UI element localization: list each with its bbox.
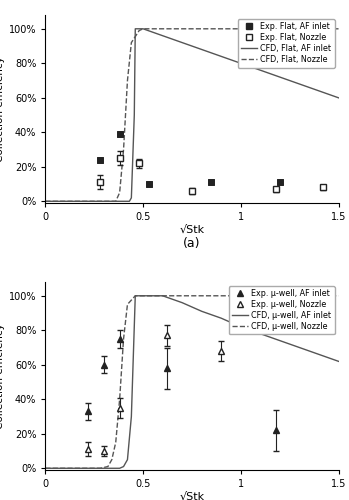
Y-axis label: Collection efficiency: Collection efficiency [0, 323, 5, 429]
X-axis label: √Stk: √Stk [179, 492, 205, 500]
Y-axis label: Collection efficiency: Collection efficiency [0, 56, 5, 162]
Point [277, 178, 283, 186]
Point [97, 156, 103, 164]
Point [209, 178, 214, 186]
Text: (a): (a) [183, 237, 201, 250]
Legend: Exp. μ-well, AF inlet, Exp. μ-well, Nozzle, CFD, μ-well, AF inlet, CFD, μ-well, : Exp. μ-well, AF inlet, Exp. μ-well, Nozz… [229, 286, 334, 335]
Point [117, 130, 122, 138]
X-axis label: √Stk: √Stk [179, 225, 205, 235]
Point [146, 180, 152, 188]
Legend: Exp. Flat, AF inlet, Exp. Flat, Nozzle, CFD, Flat, AF inlet, CFD, Flat, Nozzle: Exp. Flat, AF inlet, Exp. Flat, Nozzle, … [238, 19, 334, 68]
